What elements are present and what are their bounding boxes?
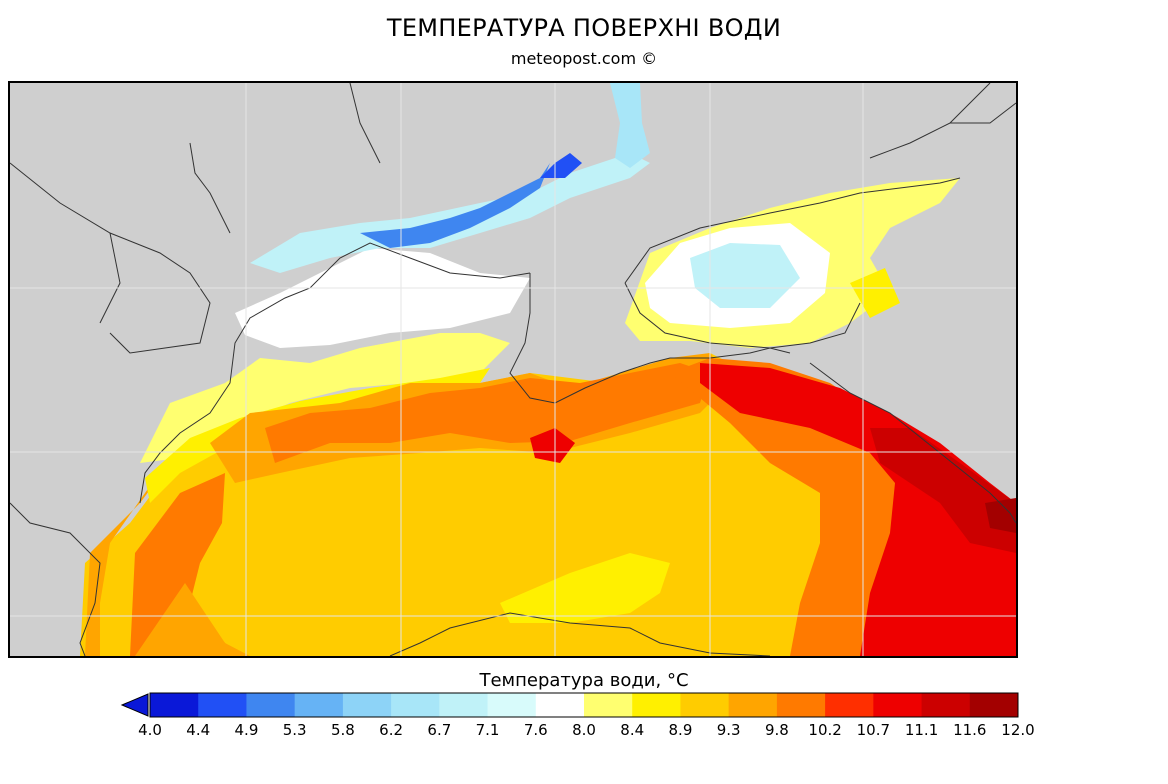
sea-band-8-0-north-shelf [235,248,530,348]
coastlines [10,83,1016,656]
colorbar-cell [873,693,923,717]
sea-band-10-7-east [700,363,1016,656]
colorbar-tick-label: 12.0 [1001,721,1035,739]
sea-band-4-4-estuary [540,153,582,178]
colorbar-cell [439,693,489,717]
sea-band-9-8-sw [135,583,250,656]
colorbar-cell [150,693,199,717]
colorbar-tick-label: 9.3 [716,721,741,739]
colorbar-tick-label: 4.4 [186,721,211,739]
colorbar-cell [294,693,344,717]
colorbar-cell [921,693,971,717]
sea-band-11-1-east [870,428,1016,553]
colorbar-cell [728,693,778,717]
colorbar-tick-label: 7.1 [475,721,500,739]
colorbar-tick-label: 7.6 [523,721,548,739]
map-title: ТЕМПЕРАТУРА ПОВЕРХНІ ВОДИ [386,14,782,42]
coastline-south [389,612,771,656]
colorbar-tick-label: 4.0 [138,721,162,739]
source-credit: meteopost.com © [510,49,658,68]
map-canvas [10,83,1016,656]
colorbar-tick-label: 5.8 [330,721,355,739]
colorbar-border [149,692,1019,718]
sea-band-8-4-north [140,333,510,463]
colorbar-cell [825,693,874,717]
colorbar-tick-label: 11.6 [953,721,987,739]
temperature-map [8,81,1018,658]
border-lines [10,83,1016,354]
sea-band-7-1-dnieper [250,153,650,273]
colorbar-tick-label: 5.3 [282,721,307,739]
colorbar-tick-label: 9.8 [764,721,789,739]
colorbar-cell [342,693,392,717]
sea-band-10-7-crimea [530,428,575,463]
coastline-crimea [509,273,791,404]
colorbar-tick-label: 10.2 [808,721,842,739]
sea-band-5-3-estuary [360,163,550,248]
coastline-kerch [624,282,861,349]
colorbar-tick-label: 11.1 [904,721,939,739]
colorbar-cell [535,693,585,717]
sea-band-6-2-upper [610,83,650,168]
colorbar-cell [584,693,633,717]
colorbar-cell [391,693,440,717]
colorbar-tick-label: 8.0 [572,721,596,739]
colorbar-tick-label: 8.9 [668,721,693,739]
colorbar-tick-label: 10.7 [856,721,891,739]
colorbar-under-arrow [120,693,149,717]
sea-band-10-2-west [130,473,240,656]
colorbar-tick-label: 4.9 [234,721,259,739]
sea-band-10-2-central [265,363,710,463]
colorbar-tick-label: 6.7 [427,721,452,739]
colorbar-title: Температура води, °C [479,670,689,691]
sea-band-11-6-east [985,498,1016,533]
colorbar-tick-label: 6.2 [379,721,404,739]
graticule [10,83,1016,656]
coastline-northwest [10,502,101,656]
colorbar-cell [198,693,247,717]
colorbar-tick-label: 8.4 [620,721,645,739]
colorbar-cell [487,693,537,717]
coastline-north [139,242,531,504]
colorbar-cell [776,693,826,717]
azov-band-7-6 [690,243,800,308]
sea-band-8-9-south [500,553,670,623]
colorbar-cell [632,693,681,717]
coastline-east [809,362,1016,524]
sea-band-9-3-south [340,483,390,523]
sea-temperature-field [80,83,1016,656]
colorbar-cell [680,693,730,717]
colorbar-cells [149,692,1019,718]
sea-band-9-8-west [85,443,180,656]
colorbar-cell [246,693,296,717]
coastline-azov [624,177,961,284]
colorbar [120,692,1019,718]
colorbar-cell [969,693,1019,717]
